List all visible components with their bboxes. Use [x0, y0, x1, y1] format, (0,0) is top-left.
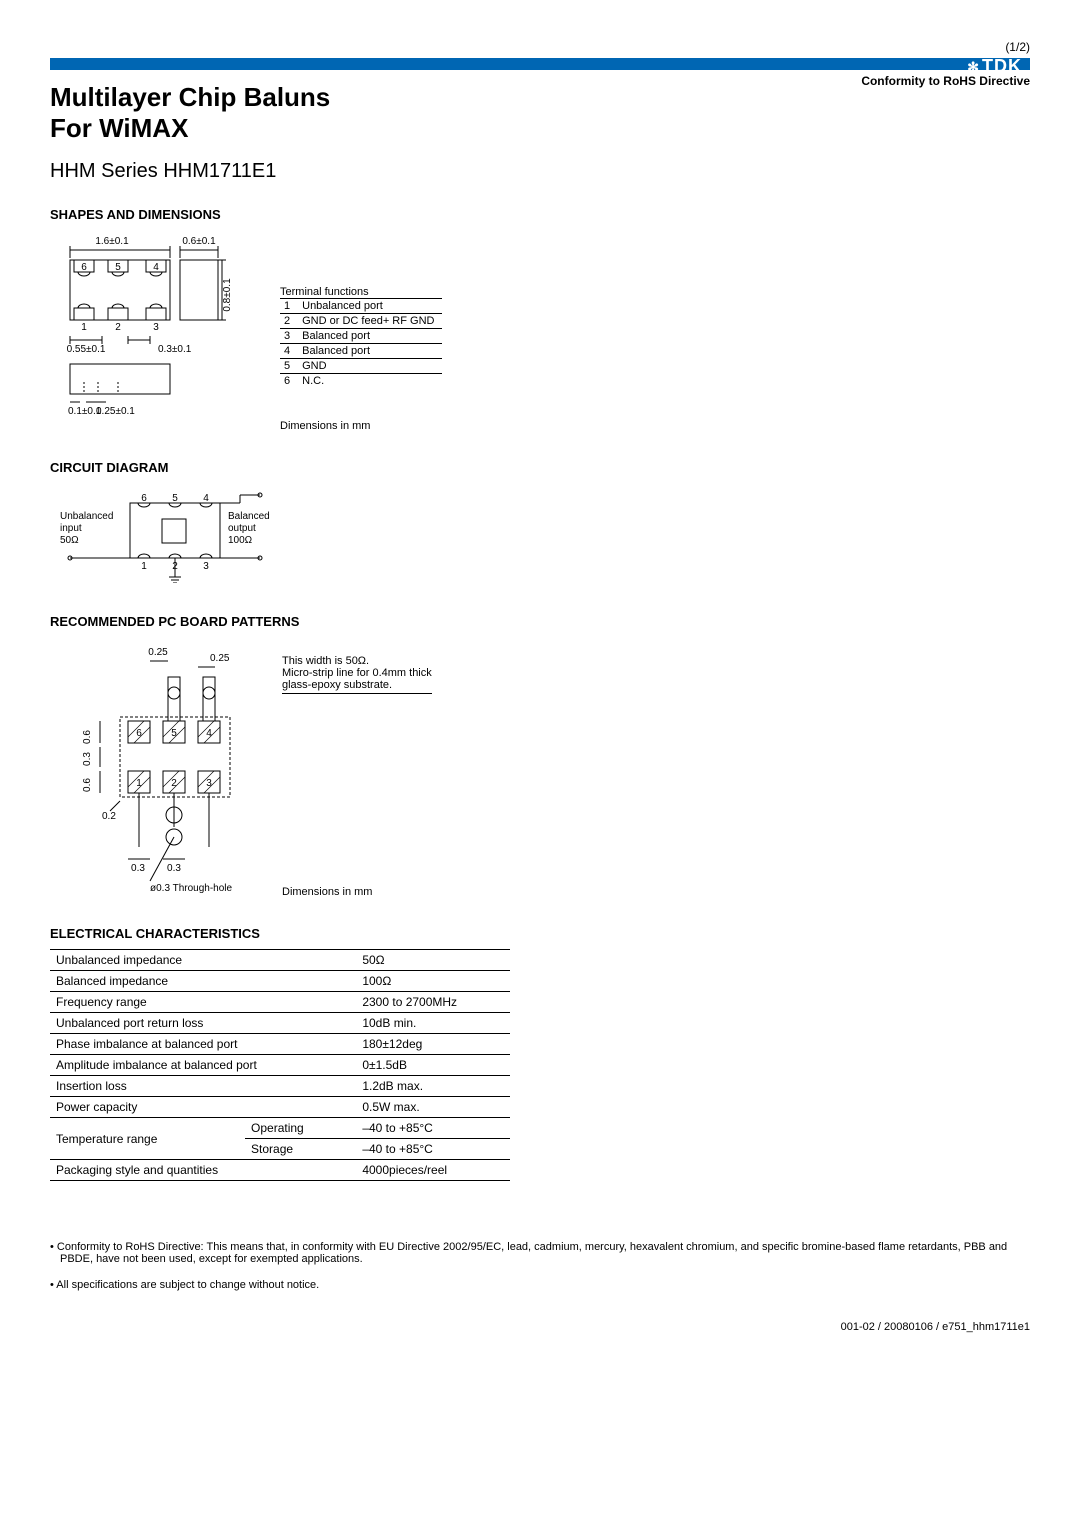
elec-heading: ELECTRICAL CHARACTERISTICS [50, 926, 1030, 941]
svg-text:0.3: 0.3 [82, 752, 93, 766]
svg-text:0.25: 0.25 [148, 647, 168, 658]
svg-text:0.6±0.1: 0.6±0.1 [182, 236, 216, 247]
svg-text:4: 4 [206, 728, 212, 739]
svg-text:6: 6 [141, 493, 147, 504]
pcb-heading: RECOMMENDED PC BOARD PATTERNS [50, 614, 1030, 629]
svg-text:0.2: 0.2 [102, 811, 116, 822]
svg-text:1.6±0.1: 1.6±0.1 [95, 236, 129, 247]
svg-text:5: 5 [171, 728, 177, 739]
shapes-section: SHAPES AND DIMENSIONS 6 5 4 [50, 207, 1030, 432]
footnote-change: • All specifications are subject to chan… [50, 1279, 1030, 1291]
dimension-drawing: 6 5 4 1 2 3 1.6±0.1 [50, 230, 240, 430]
circuit-section: CIRCUIT DIAGRAM 6 5 4 1 2 3 [50, 460, 1030, 586]
pcb-drawing: 6 5 4 1 2 3 0.25 [50, 637, 270, 897]
svg-text:Unbalanced: Unbalanced [60, 511, 113, 522]
svg-text:4: 4 [203, 493, 209, 504]
terminal-function-block: Terminal functions 1Unbalanced port 2GND… [280, 230, 442, 432]
svg-text:5: 5 [172, 493, 178, 504]
elec-section: ELECTRICAL CHARACTERISTICS Unbalanced im… [50, 926, 1030, 1181]
svg-text:0.3: 0.3 [167, 863, 181, 874]
svg-text:2: 2 [171, 778, 177, 789]
svg-text:Balanced: Balanced [228, 511, 270, 522]
svg-text:50Ω: 50Ω [60, 535, 79, 546]
dimension-unit: Dimensions in mm [280, 420, 442, 432]
svg-text:0.6: 0.6 [82, 730, 93, 744]
pcb-dim-unit: Dimensions in mm [282, 886, 432, 898]
series-heading: HHM Series HHM1711E1 [50, 160, 1030, 183]
svg-text:1: 1 [141, 561, 147, 572]
svg-text:input: input [60, 523, 82, 534]
footnotes: • Conformity to RoHS Directive: This mea… [50, 1241, 1030, 1291]
svg-text:1: 1 [136, 778, 142, 789]
svg-text:ø0.3 Through-hole: ø0.3 Through-hole [150, 883, 233, 894]
pcb-note: This width is 50Ω. Micro-strip line for … [282, 655, 432, 694]
brand-logo: ✻TDK [967, 56, 1022, 77]
shapes-heading: SHAPES AND DIMENSIONS [50, 207, 1030, 222]
svg-text:0.25: 0.25 [210, 653, 230, 664]
svg-text:0.55±0.1: 0.55±0.1 [67, 344, 106, 355]
pcb-section: RECOMMENDED PC BOARD PATTERNS [50, 614, 1030, 898]
svg-text:3: 3 [153, 322, 159, 333]
svg-text:6: 6 [136, 728, 142, 739]
svg-text:output: output [228, 523, 256, 534]
svg-text:0.3: 0.3 [131, 863, 145, 874]
svg-text:6: 6 [81, 262, 87, 273]
svg-text:2: 2 [115, 322, 121, 333]
svg-text:5: 5 [115, 262, 121, 273]
svg-text:100Ω: 100Ω [228, 535, 253, 546]
svg-text:3: 3 [206, 778, 212, 789]
svg-text:0.3±0.1: 0.3±0.1 [158, 344, 192, 355]
document-id: 001-02 / 20080106 / e751_hhm1711e1 [50, 1321, 1030, 1333]
svg-text:1: 1 [81, 322, 87, 333]
terminal-table: 1Unbalanced port 2GND or DC feed+ RF GND… [280, 298, 442, 388]
svg-text:0.25±0.1: 0.25±0.1 [96, 406, 135, 417]
terminal-caption: Terminal functions [280, 286, 442, 298]
page-number: (1/2) [50, 40, 1030, 54]
svg-text:0.8±0.1: 0.8±0.1 [222, 278, 233, 312]
circuit-heading: CIRCUIT DIAGRAM [50, 460, 1030, 475]
elec-table: Unbalanced impedance50Ω Balanced impedan… [50, 949, 510, 1181]
footnote-rohs: • Conformity to RoHS Directive: This mea… [50, 1241, 1030, 1265]
header-bar: ✻TDK [50, 58, 1030, 70]
svg-text:4: 4 [153, 262, 159, 273]
title: Multilayer Chip Baluns For WiMAX [50, 82, 1030, 144]
circuit-drawing: 6 5 4 1 2 3 Unbalanced in [50, 483, 310, 583]
svg-text:3: 3 [203, 561, 209, 572]
svg-text:0.6: 0.6 [82, 778, 93, 792]
